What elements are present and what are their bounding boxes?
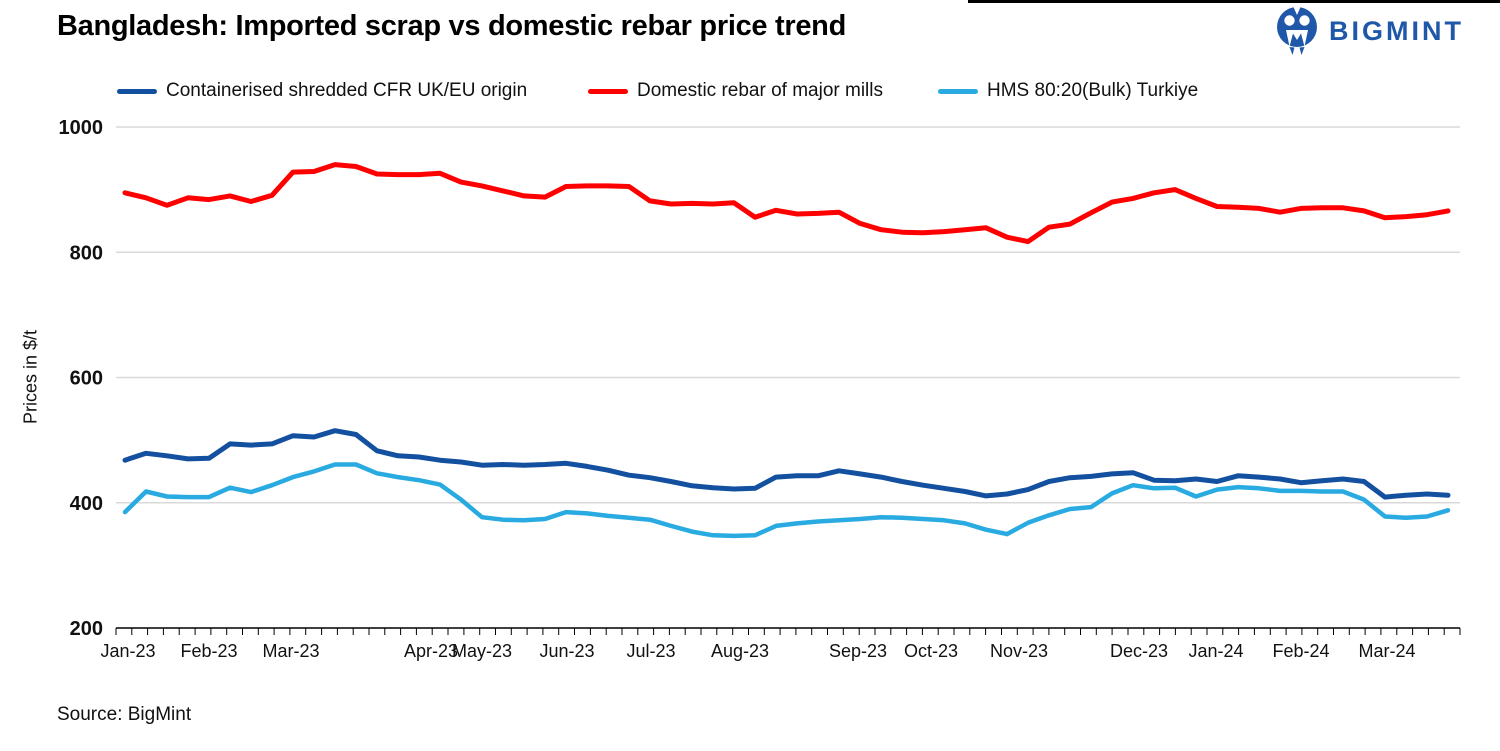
x-axis-month-label: Feb-24 <box>1272 641 1329 661</box>
legend-item-domestic-rebar: Domestic rebar of major mills <box>588 79 883 103</box>
x-axis-month-label: Mar-24 <box>1358 641 1415 661</box>
legend-swatch-red <box>588 88 628 94</box>
x-axis-month-label: Feb-23 <box>180 641 237 661</box>
x-axis-month-label: Jan-23 <box>100 641 155 661</box>
x-axis-month-label: Oct-23 <box>904 641 958 661</box>
legend-label: Domestic rebar of major mills <box>637 80 883 101</box>
x-axis-month-label: Nov-23 <box>990 641 1048 661</box>
legend-swatch-light-blue <box>938 88 978 94</box>
bigmint-logo-icon <box>1277 6 1317 55</box>
legend-label: Containerised shredded CFR UK/EU origin <box>166 80 528 101</box>
legend-swatch-dark-blue <box>117 88 157 94</box>
chart-title: Bangladesh: Imported scrap vs domestic r… <box>57 10 846 42</box>
brand-name: BIGMINT <box>1329 15 1464 46</box>
y-axis-tick-label: 600 <box>70 368 103 390</box>
x-axis-month-label: Aug-23 <box>711 641 769 661</box>
series-line-0 <box>122 428 1451 500</box>
source-note: Source: BigMint <box>57 704 192 725</box>
x-axis-month-label: Jul-23 <box>626 641 675 661</box>
brand-logo: BIGMINT <box>1274 6 1464 56</box>
y-axis-tick-label: 200 <box>70 618 103 640</box>
legend-item-containerised-shredded: Containerised shredded CFR UK/EU origin <box>117 79 527 103</box>
x-axis-month-label: Dec-23 <box>1110 641 1168 661</box>
top-right-rule <box>968 0 1500 3</box>
y-axis-tick-label: 800 <box>70 242 103 264</box>
x-axis-month-label: Jan-24 <box>1188 641 1243 661</box>
legend: Containerised shredded CFR UK/EU origin … <box>0 79 1500 103</box>
y-axis-tick-label: 1000 <box>59 117 104 139</box>
legend-label: HMS 80:20(Bulk) Turkiye <box>987 80 1199 101</box>
series-line-1 <box>122 162 1451 245</box>
series-line-2 <box>122 462 1451 539</box>
x-axis-month-label: Jun-23 <box>539 641 594 661</box>
x-axis-month-label: Mar-23 <box>262 641 319 661</box>
x-axis-month-label: Apr-23 <box>404 641 458 661</box>
legend-item-hms-8020: HMS 80:20(Bulk) Turkiye <box>938 79 1198 103</box>
y-axis-tick-label: 400 <box>70 493 103 515</box>
x-axis-month-label: May-23 <box>452 641 512 661</box>
x-axis-month-label: Sep-23 <box>829 641 887 661</box>
